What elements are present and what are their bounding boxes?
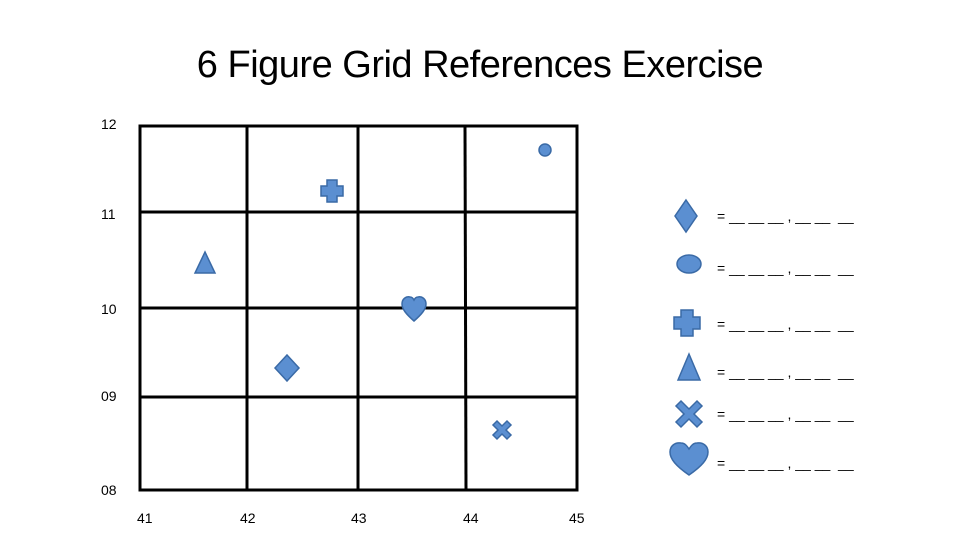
y-label-12: 12 [101, 116, 117, 132]
legend-blank-cross: = __ __ __ , __ __ __ [717, 316, 854, 332]
circle-icon [538, 143, 552, 157]
y-label-08: 08 [101, 482, 117, 498]
cross-icon [320, 179, 344, 203]
legend-blank-circle: = __ __ __ , __ __ __ [717, 260, 854, 276]
grid-lines [138, 124, 579, 492]
legend-x-icon [674, 399, 704, 429]
x-icon [491, 419, 513, 441]
legend-circle-icon [676, 254, 702, 274]
triangle-icon [193, 250, 217, 274]
legend-triangle-icon [676, 352, 702, 381]
x-label-42: 42 [240, 510, 256, 526]
page-title: 6 Figure Grid References Exercise [196, 44, 764, 86]
legend-blank-heart: = __ __ __ , __ __ __ [717, 455, 854, 471]
legend-blank-x: = __ __ __ , __ __ __ [717, 406, 854, 422]
heart-icon [401, 296, 427, 322]
y-label-11: 11 [101, 206, 116, 222]
legend-blank-triangle: = __ __ __ , __ __ __ [717, 364, 854, 380]
legend-heart-icon [669, 442, 709, 476]
y-label-09: 09 [101, 388, 117, 404]
x-label-45: 45 [569, 510, 585, 526]
legend-blank-diamond: = __ __ __ , __ __ __ [717, 208, 854, 224]
diamond-icon [273, 353, 301, 383]
x-label-41: 41 [137, 510, 153, 526]
x-label-44: 44 [463, 510, 479, 526]
legend-diamond-icon [674, 198, 698, 234]
y-label-10: 10 [101, 301, 117, 317]
x-label-43: 43 [351, 510, 367, 526]
legend-cross-icon [673, 309, 701, 337]
